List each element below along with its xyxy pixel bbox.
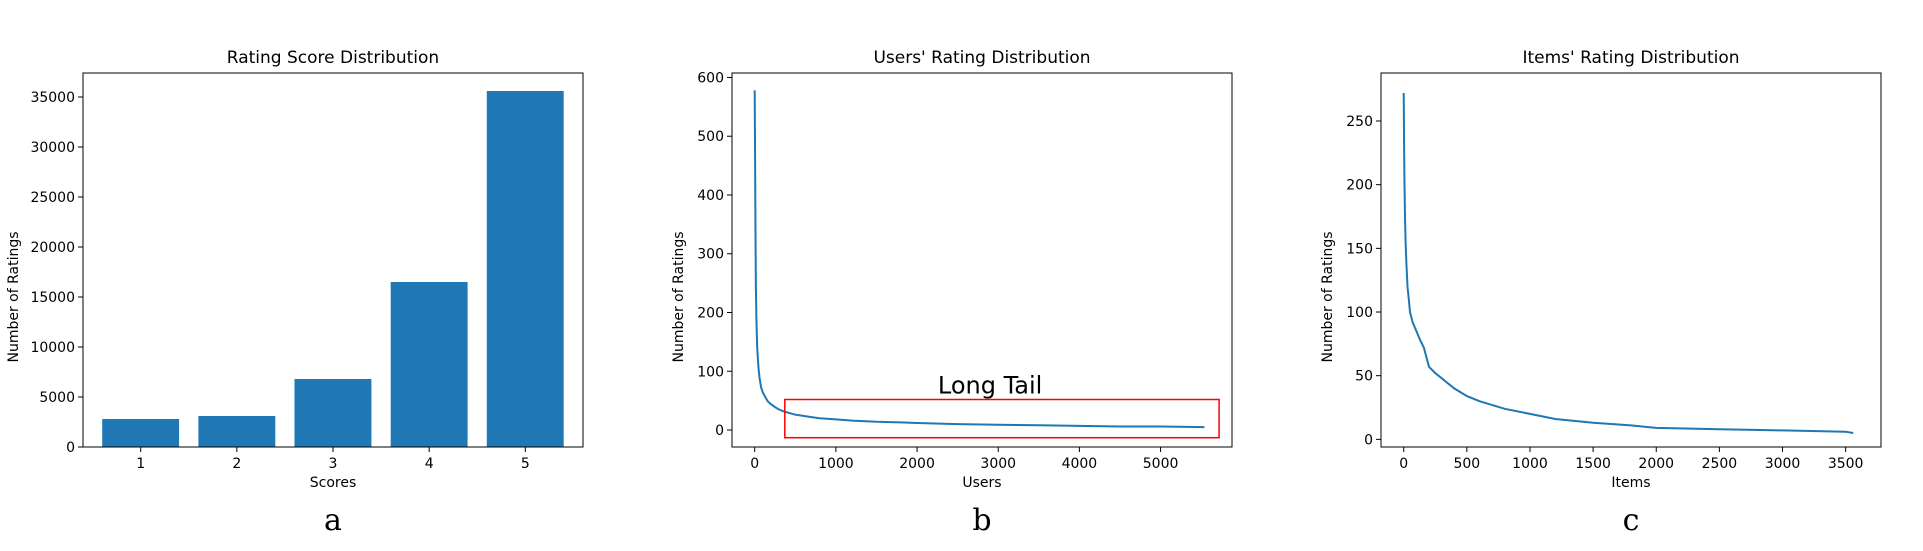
y-tick-label: 50 bbox=[1355, 369, 1373, 385]
x-tick-label: 2000 bbox=[899, 456, 935, 472]
x-tick-label: 3500 bbox=[1828, 456, 1864, 472]
bar-2 bbox=[198, 416, 276, 447]
x-tick-label: 1000 bbox=[1512, 456, 1548, 472]
x-tick-label: 0 bbox=[1399, 456, 1408, 472]
x-tick-label: 2000 bbox=[1638, 456, 1674, 472]
long-tail-highlight-box bbox=[784, 398, 1220, 439]
bar-3 bbox=[294, 379, 372, 447]
x-tick-label: 5 bbox=[521, 456, 530, 472]
x-tick-label: 1000 bbox=[818, 456, 854, 472]
bar-1 bbox=[102, 419, 180, 447]
panel-b-xlabel: Users bbox=[962, 475, 1001, 491]
x-tick-label: 3000 bbox=[1765, 456, 1801, 472]
series-line-0 bbox=[1402, 92, 1854, 434]
panel-c-title: Items' Rating Distribution bbox=[1522, 48, 1739, 68]
y-tick-label: 500 bbox=[697, 129, 724, 145]
x-tick-label: 3000 bbox=[980, 456, 1016, 472]
x-tick-label: 1500 bbox=[1575, 456, 1611, 472]
x-tick-label: 2500 bbox=[1702, 456, 1738, 472]
panel-b-letter: b bbox=[972, 503, 991, 538]
panel-a-title: Rating Score Distribution bbox=[227, 48, 439, 68]
bar-4 bbox=[390, 282, 468, 447]
y-tick-label: 250 bbox=[1346, 114, 1373, 130]
panel-a-ylabel: Number of Ratings bbox=[6, 231, 22, 362]
x-tick-label: 1 bbox=[136, 456, 145, 472]
x-tick-label: 4000 bbox=[1062, 456, 1098, 472]
panel-c-ticks: 0 500 1000 1500 2000 2500 3000 3500 0 50 100 150 200… bbox=[1346, 114, 1863, 472]
y-tick-label: 30000 bbox=[30, 140, 75, 156]
panel-a-axes-frame bbox=[82, 72, 584, 448]
x-tick-label: 4 bbox=[425, 456, 434, 472]
y-tick-label: 200 bbox=[1346, 178, 1373, 194]
y-tick-label: 100 bbox=[1346, 305, 1373, 321]
bar-5 bbox=[486, 91, 564, 447]
panel-c-xlabel: Items bbox=[1611, 475, 1650, 491]
panel-c-ylabel: Number of Ratings bbox=[1320, 231, 1336, 362]
panel-b-ticks: 0 1000 2000 3000 4000 5000 0 100 200 300 400 500 600 bbox=[697, 70, 1178, 472]
y-tick-label: 35000 bbox=[30, 90, 75, 106]
y-tick-label: 10000 bbox=[30, 340, 75, 356]
y-tick-label: 150 bbox=[1346, 241, 1373, 257]
panel-b-marks: Long Tail bbox=[753, 90, 1220, 439]
y-tick-label: 0 bbox=[1364, 432, 1373, 448]
panel-a-ticks: 1 2 3 4 5 0 5000 10000 15000 20000 25000 30000 35000 bbox=[30, 90, 529, 472]
panel-c: Items' Rating Distribution 0 500 1000 1500 2… bbox=[1320, 48, 1882, 538]
x-tick-label: 3 bbox=[329, 456, 338, 472]
panel-b: Users' Rating Distribution Long Tail 0 10… bbox=[671, 48, 1233, 538]
panel-c-marks bbox=[1402, 92, 1854, 434]
x-tick-label: 5000 bbox=[1143, 456, 1179, 472]
y-tick-label: 20000 bbox=[30, 240, 75, 256]
x-tick-label: 500 bbox=[1453, 456, 1480, 472]
panel-a: Rating Score Distribution 1 2 3 4 5 0 5000 1000… bbox=[6, 48, 584, 538]
y-tick-label: 400 bbox=[697, 188, 724, 204]
panel-b-axes-frame bbox=[731, 72, 1233, 448]
x-tick-label: 0 bbox=[750, 456, 759, 472]
y-tick-label: 0 bbox=[715, 423, 724, 439]
y-tick-label: 600 bbox=[697, 70, 724, 86]
panel-a-xlabel: Scores bbox=[310, 475, 357, 491]
annotation-long-tail: Long Tail bbox=[938, 372, 1042, 400]
x-tick-label: 2 bbox=[232, 456, 241, 472]
y-tick-label: 15000 bbox=[30, 290, 75, 306]
y-tick-label: 25000 bbox=[30, 190, 75, 206]
y-tick-label: 300 bbox=[697, 247, 724, 263]
panel-b-ylabel: Number of Ratings bbox=[671, 231, 687, 362]
panel-b-title: Users' Rating Distribution bbox=[873, 48, 1090, 68]
y-tick-label: 5000 bbox=[39, 390, 75, 406]
panel-a-letter: a bbox=[324, 503, 342, 538]
y-tick-label: 200 bbox=[697, 306, 724, 322]
panel-c-axes-frame bbox=[1380, 72, 1882, 448]
y-tick-label: 0 bbox=[66, 440, 75, 456]
y-tick-label: 100 bbox=[697, 364, 724, 380]
panel-a-marks bbox=[102, 91, 564, 447]
panel-c-letter: c bbox=[1623, 503, 1640, 538]
